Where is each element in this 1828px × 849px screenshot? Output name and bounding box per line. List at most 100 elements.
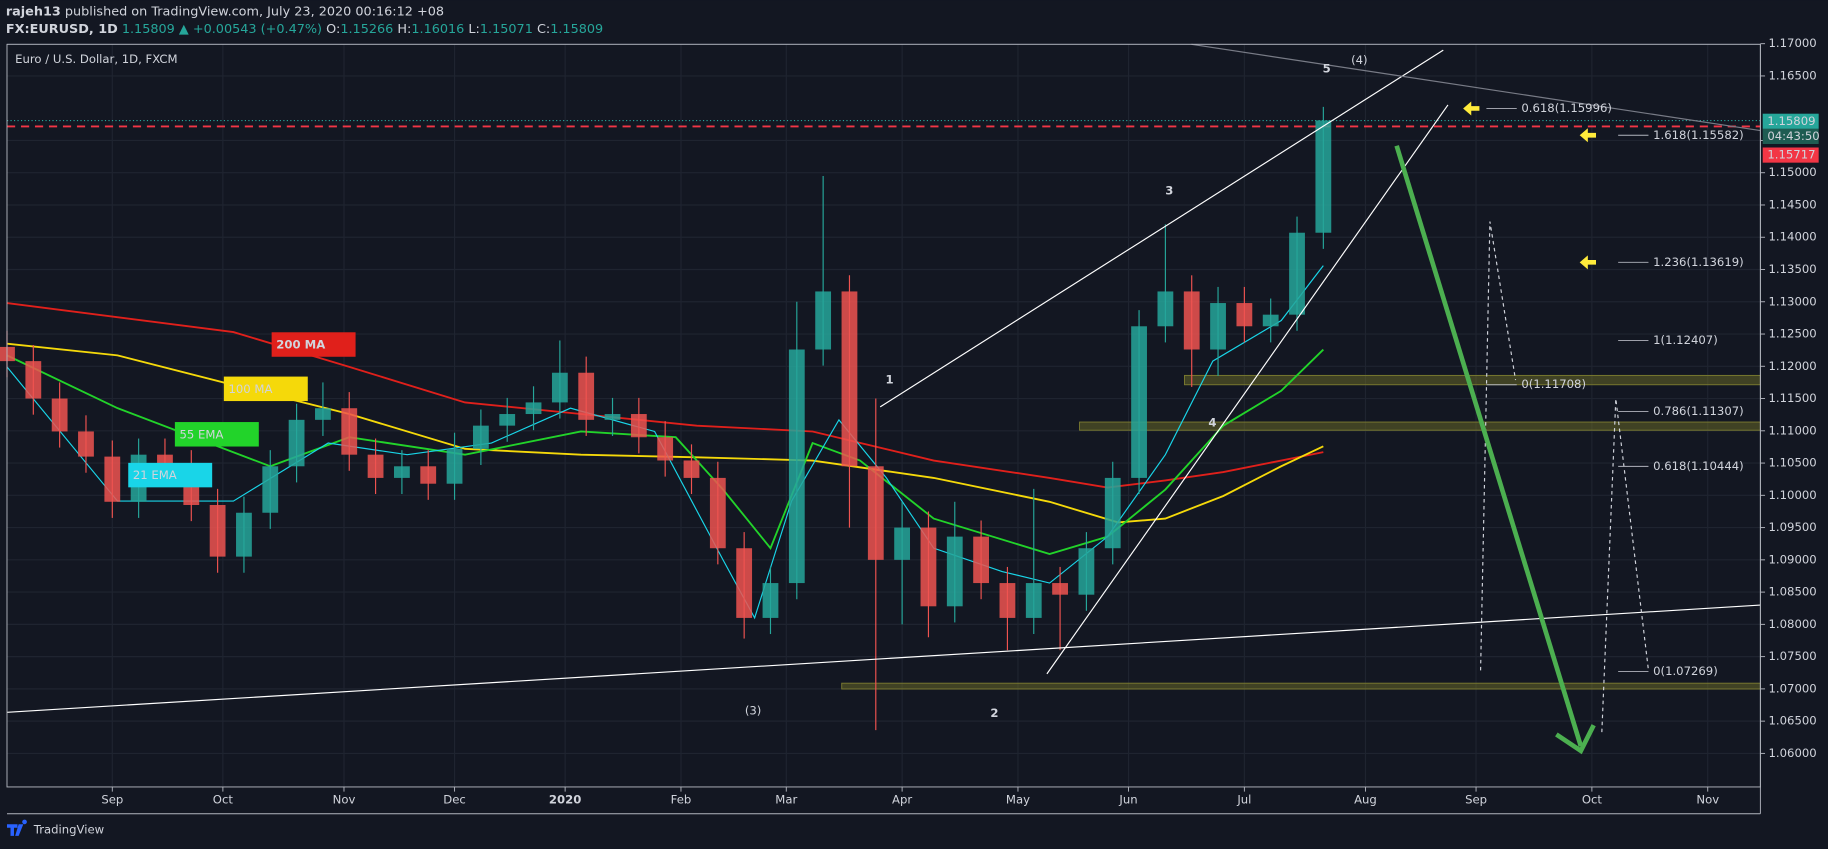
price-box <box>1762 128 1819 145</box>
chart-title: Euro / U.S. Dollar, 1D, FXCM <box>15 52 177 66</box>
fib-label: 1.618(1.15582) <box>1653 128 1744 142</box>
candle-body <box>367 454 384 478</box>
fib-label: 0(1.11708) <box>1521 377 1586 391</box>
candle-body <box>683 460 700 478</box>
candle-body <box>815 291 832 350</box>
candle-body <box>1210 303 1226 350</box>
legend-box <box>223 376 308 402</box>
candle-body <box>1052 583 1068 595</box>
ma-line <box>6 302 1324 489</box>
x-tick-label: Feb <box>671 792 692 806</box>
wave-label: 4 <box>1208 416 1216 430</box>
candle-body <box>78 431 94 457</box>
wave-label: 1 <box>885 373 893 387</box>
legend-box <box>128 462 213 488</box>
candle-body <box>394 466 410 478</box>
candle-body <box>604 414 621 420</box>
candle-body <box>920 527 937 607</box>
zone <box>1184 374 1761 386</box>
y-tick-label: 1.13000 <box>1769 294 1817 308</box>
x-tick-label: Oct <box>1582 792 1603 806</box>
y-tick-label: 1.13500 <box>1769 262 1817 276</box>
candle-body <box>551 372 568 403</box>
y-tick-label: 1.09000 <box>1769 552 1817 566</box>
candle-body <box>262 466 279 513</box>
y-tick-label: 1.08500 <box>1769 585 1817 599</box>
candle-body <box>499 414 516 426</box>
candle-body <box>762 583 779 618</box>
x-tick-label: Nov <box>1696 792 1719 806</box>
y-tick-label: 1.06500 <box>1769 714 1817 728</box>
y-tick-label: 1.07000 <box>1769 681 1817 695</box>
header-line: rajeh13 published on TradingView.com, Ju… <box>6 4 444 19</box>
ohlc-label: O: <box>326 22 340 37</box>
candle-body <box>472 425 489 449</box>
candle-body <box>657 437 674 461</box>
candle-body <box>104 456 121 502</box>
legend-box <box>271 332 356 357</box>
published: published on TradingView.com, July 23, 2… <box>65 4 444 19</box>
candle-body <box>578 372 595 420</box>
pointer <box>1579 255 1597 270</box>
ohlc-value: 1.16016 <box>411 22 464 37</box>
candle-body <box>841 291 858 467</box>
fib-label: 0.618(1.15996) <box>1521 101 1612 115</box>
x-tick-label: Aug <box>1354 792 1377 806</box>
price-label: 1.15717 <box>1767 148 1815 162</box>
x-tick-label: Mar <box>775 792 797 806</box>
grid <box>6 43 1761 787</box>
last: 1.15809 <box>122 22 175 37</box>
x-tick-label: Jun <box>1118 792 1137 806</box>
candle-body <box>446 448 463 484</box>
candle-body <box>999 583 1016 618</box>
fib-label: 1(1.12407) <box>1653 333 1718 347</box>
wave-label: (4) <box>1351 53 1368 67</box>
candle-body <box>736 548 753 618</box>
labels: 1.06000 1.06500 1.07000 1.07500 1.08000 1.085… <box>101 36 1819 806</box>
ohlc-label: H: <box>397 22 411 37</box>
change: +0.00543 (+0.47%) <box>193 22 322 37</box>
price-box <box>1762 147 1819 163</box>
projection <box>1480 221 1517 671</box>
arrow <box>1394 145 1584 747</box>
y-tick-label: 1.10000 <box>1769 488 1817 502</box>
candle-body <box>1025 583 1042 618</box>
ohlc-value: 1.15266 <box>340 22 393 37</box>
ohlc-label: C: <box>537 22 550 37</box>
candle-body <box>420 466 437 484</box>
footer-brand: TradingView <box>33 823 105 837</box>
y-tick-label: 1.14000 <box>1769 230 1817 244</box>
candle-body <box>525 402 542 415</box>
price-label: 04:43:50 <box>1767 129 1819 143</box>
y-tick-label: 1.12000 <box>1769 359 1817 373</box>
ohlc-label: L: <box>468 22 479 37</box>
candle-body <box>894 527 911 560</box>
fib-label: 1.236(1.13619) <box>1653 255 1744 269</box>
wave-label: 2 <box>990 706 998 720</box>
candle-body <box>709 477 726 549</box>
candle-body <box>288 419 305 467</box>
x-tick-label: Apr <box>892 792 912 806</box>
x-tick-label: Dec <box>443 792 466 806</box>
ohlc-value: 1.15071 <box>480 22 533 37</box>
legend-label: 21 EMA <box>133 468 177 482</box>
price-box <box>1762 113 1819 129</box>
y-tick-label: 1.12500 <box>1769 327 1817 341</box>
legend-label: 55 EMA <box>180 427 224 441</box>
y-tick-label: 1.17000 <box>1769 36 1817 50</box>
trendline <box>6 604 1761 713</box>
y-tick-label: 1.15000 <box>1769 165 1817 179</box>
y-tick-label: 1.09500 <box>1769 520 1817 534</box>
y-tick-label: 1.11500 <box>1769 391 1817 405</box>
candle-body <box>946 536 963 607</box>
legend-label: 200 MA <box>276 338 325 352</box>
drawings-over <box>6 43 1761 755</box>
candle-body <box>1157 291 1174 327</box>
price-label: 1.15809 <box>1767 114 1815 128</box>
pointer <box>1463 101 1480 116</box>
x-tick-label: Sep <box>101 792 123 806</box>
zone <box>841 682 1761 690</box>
